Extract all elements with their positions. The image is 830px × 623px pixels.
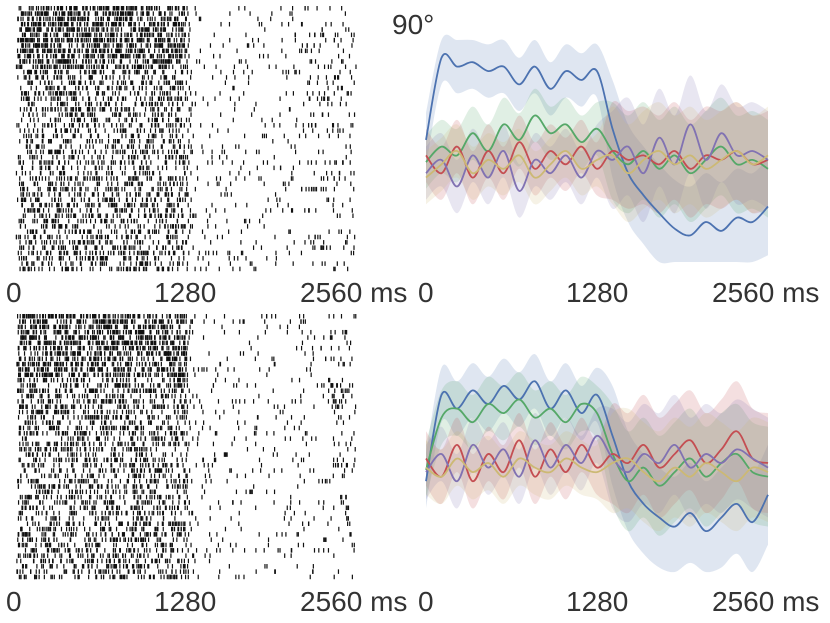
raster-plot-top bbox=[15, 6, 357, 272]
raster-plot-bottom bbox=[16, 314, 357, 580]
series-error-band bbox=[426, 88, 768, 223]
series-line bbox=[425, 52, 769, 237]
series-error-band bbox=[426, 75, 768, 223]
series-error-band bbox=[426, 34, 768, 264]
series-line bbox=[425, 150, 769, 179]
series-line bbox=[425, 123, 769, 192]
series-error-band bbox=[426, 102, 768, 223]
psth-plot-top bbox=[425, 34, 769, 264]
